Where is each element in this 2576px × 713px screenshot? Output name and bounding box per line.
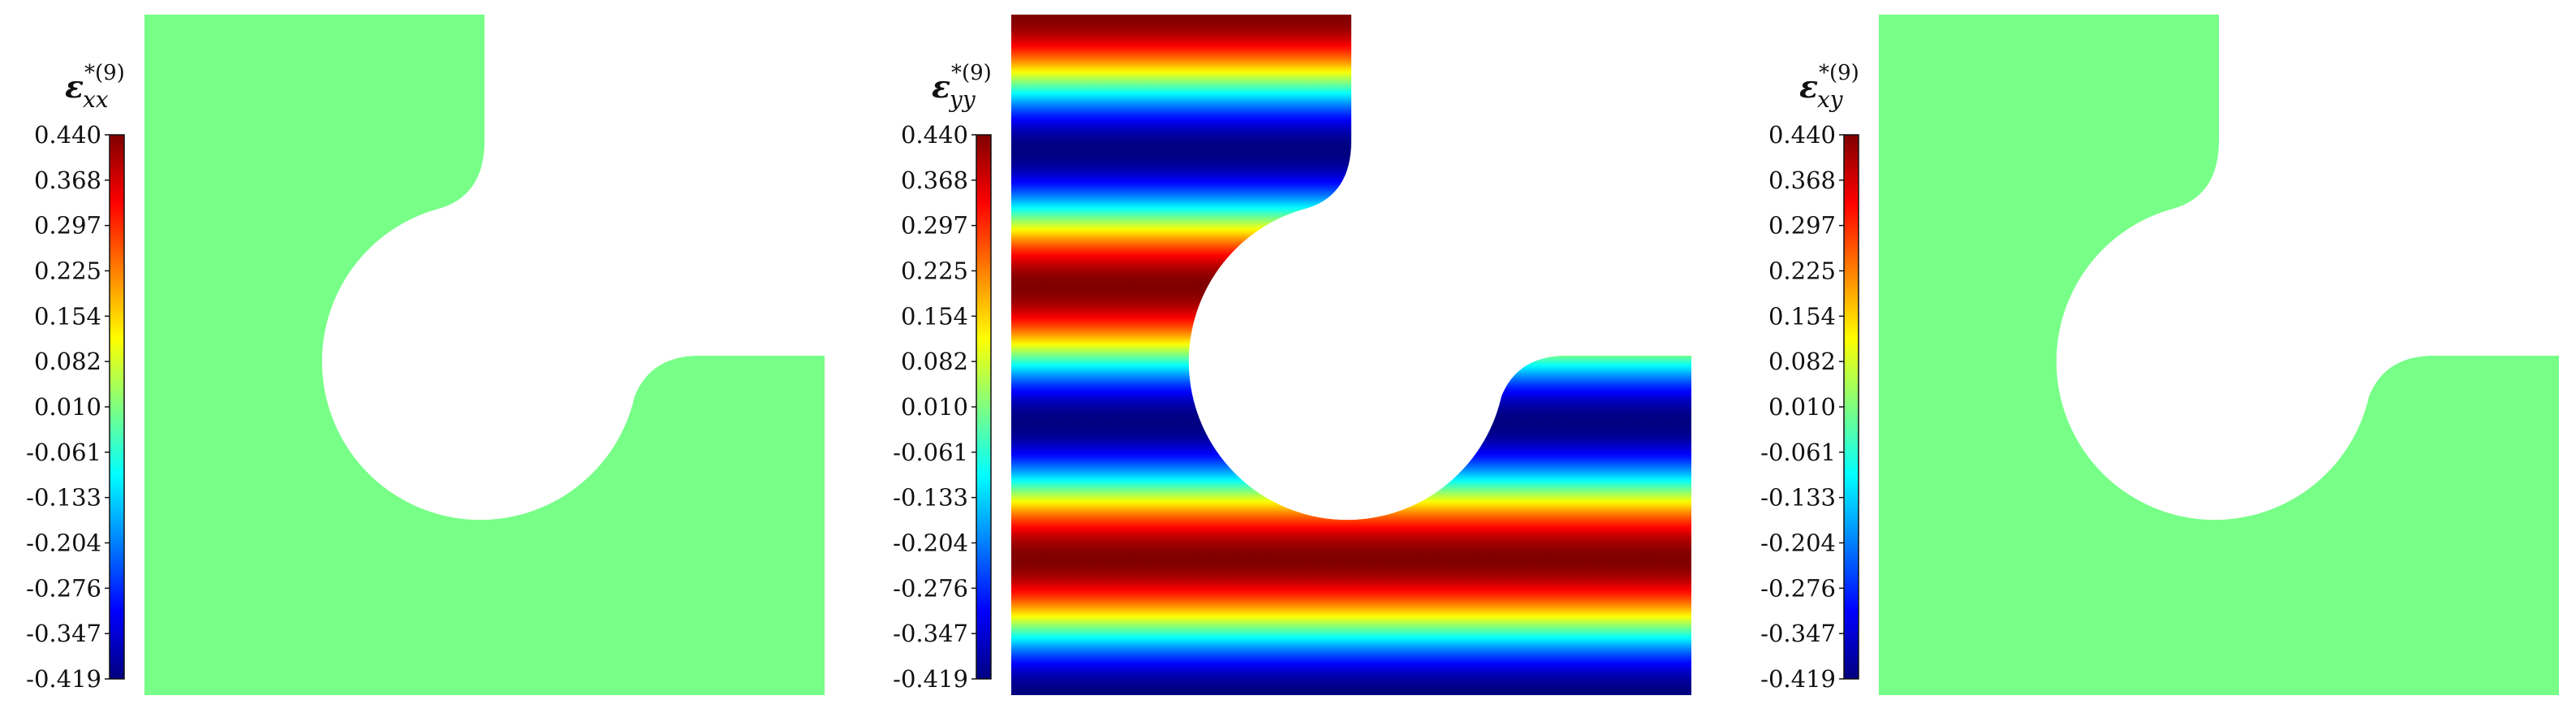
colorbar-title-superscript: *(9) xyxy=(84,61,125,85)
colorbar-title-subscript: xy xyxy=(1817,86,1844,113)
colorbar-title-subscript: yy xyxy=(948,86,976,113)
colorbar-tick-label: -0.204 xyxy=(893,529,968,557)
colorbar-tick-label: 0.297 xyxy=(1768,212,1836,240)
colorbar-tick-label: 0.154 xyxy=(901,302,968,330)
colorbar-tick-label: -0.133 xyxy=(893,484,968,512)
colorbar-tick-label: 0.440 xyxy=(901,121,968,149)
colorbar-tick-label: -0.347 xyxy=(893,620,968,647)
colorbar-tick-label: 0.010 xyxy=(34,393,101,421)
panel-2: 0.440 0.368 0.297 0.225 0.154 0.082 0.010 -0.06… xyxy=(893,15,1691,695)
colorbar-tick-label: 0.082 xyxy=(34,348,101,375)
colorbar-tick-label: 0.010 xyxy=(1768,393,1836,421)
colorbar-tick-label: 0.225 xyxy=(901,257,968,285)
panel-1: 0.440 0.368 0.297 0.225 0.154 0.082 0.010 -0.06… xyxy=(26,15,825,695)
colorbar-tick-label: -0.061 xyxy=(893,439,968,466)
colorbar-tick-label: 0.368 xyxy=(1768,166,1836,194)
colorbar-tick-label: 0.440 xyxy=(1768,121,1836,149)
colorbar-title-subscript: xx xyxy=(83,86,109,113)
colorbar-tick-label: 0.368 xyxy=(34,166,101,194)
colorbar-tick-label: 0.082 xyxy=(1768,348,1836,375)
colorbar xyxy=(109,134,125,680)
colorbar-tick-label: -0.133 xyxy=(1760,484,1836,512)
strain-field xyxy=(144,15,825,695)
strain-field xyxy=(1879,15,2559,695)
colorbar-title-symbol: ε xyxy=(1799,68,1818,105)
strain-field xyxy=(1011,15,1691,695)
colorbar-tick-label: -0.347 xyxy=(1760,620,1836,647)
colorbar-tick-label: -0.347 xyxy=(26,620,101,647)
colorbar xyxy=(976,134,992,680)
colorbar-title-symbol: ε xyxy=(65,68,84,105)
colorbar-tick-label: -0.419 xyxy=(1760,665,1836,693)
colorbar-tick-label: 0.440 xyxy=(34,121,101,149)
colorbar-tick-label: -0.133 xyxy=(26,484,101,512)
colorbar-tick-label: 0.368 xyxy=(901,166,968,194)
colorbar-title-superscript: *(9) xyxy=(951,61,992,85)
colorbar-title-symbol: ε xyxy=(932,68,950,105)
colorbar-tick-label: -0.419 xyxy=(26,665,101,693)
colorbar-tick-label: -0.419 xyxy=(893,665,968,693)
colorbar-title-superscript: *(9) xyxy=(1819,61,1859,85)
colorbar-tick-label: 0.154 xyxy=(34,302,101,330)
colorbar-tick-label: -0.276 xyxy=(893,574,968,602)
panel-3: 0.440 0.368 0.297 0.225 0.154 0.082 0.010 -0.06… xyxy=(1760,15,2559,695)
colorbar-tick-label: 0.225 xyxy=(1768,257,1836,285)
colorbar-tick-label: 0.010 xyxy=(901,393,968,421)
colorbar-tick-label: -0.061 xyxy=(1760,439,1836,466)
colorbar-tick-label: 0.297 xyxy=(901,212,968,240)
colorbar-tick-label: 0.297 xyxy=(34,212,101,240)
colorbar-tick-label: 0.225 xyxy=(34,257,101,285)
colorbar-tick-label: -0.276 xyxy=(26,574,101,602)
colorbar-tick-label: -0.204 xyxy=(26,529,101,557)
colorbar-tick-label: -0.276 xyxy=(1760,574,1836,602)
colorbar-tick-label: 0.082 xyxy=(901,348,968,375)
colorbar-tick-label: -0.061 xyxy=(26,439,101,466)
colorbar-tick-label: -0.204 xyxy=(1760,529,1836,557)
colorbar xyxy=(1843,134,1859,680)
colorbar-tick-label: 0.154 xyxy=(1768,302,1836,330)
